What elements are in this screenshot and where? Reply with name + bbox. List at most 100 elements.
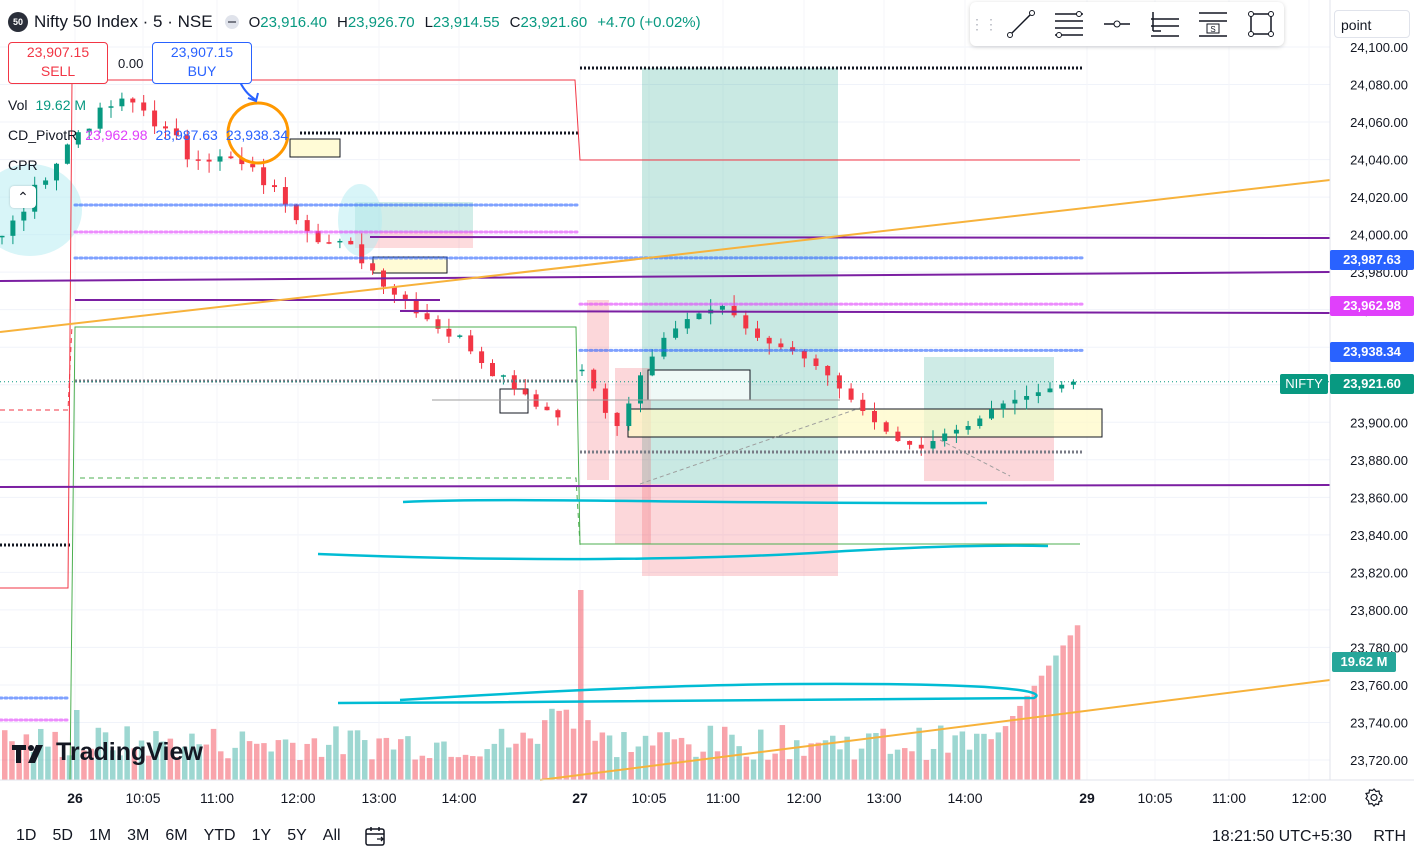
calendar-icon[interactable] — [363, 824, 387, 848]
timeframe-3m[interactable]: 3M — [127, 827, 150, 844]
day1-candle — [0, 235, 5, 238]
volume-bar — [621, 732, 627, 780]
short-position-zone — [615, 368, 651, 544]
session-toggle[interactable]: RTH — [1373, 828, 1406, 845]
volume-bar — [419, 755, 426, 780]
volume-bar — [16, 747, 22, 780]
y-tick-label: 23,740.00 — [1350, 715, 1408, 730]
day1-candle — [97, 107, 103, 129]
volume-bar — [995, 732, 1002, 780]
x-tick-label: 12:00 — [1291, 790, 1326, 806]
volume-bar — [434, 742, 440, 780]
volume-bar — [534, 743, 541, 780]
long-position-loss-zone-2 — [924, 437, 1054, 481]
volume-price-label: 19.62 M — [1332, 652, 1396, 672]
buy-button[interactable]: 23,907.15 BUY — [152, 42, 252, 84]
volume-bar — [786, 759, 793, 780]
x-tick-label: 10:05 — [631, 790, 666, 806]
day2-candle — [743, 315, 749, 329]
horizontal-ray-icon[interactable] — [1100, 7, 1134, 41]
volume-bar — [794, 740, 800, 780]
volume-bar — [909, 751, 915, 780]
pivot-value-r: 23,987.63 — [155, 127, 218, 143]
day1-candle — [239, 158, 245, 165]
timeframe-1y[interactable]: 1Y — [251, 827, 272, 844]
volume-bar — [664, 732, 670, 780]
day1-candle — [64, 144, 70, 164]
cyan-brush-line-1 — [402, 498, 988, 505]
volume-bar — [722, 726, 728, 780]
volume-bar — [599, 732, 606, 780]
volume-bar — [232, 747, 238, 780]
volume-bar — [678, 737, 685, 780]
timeframe-6m[interactable]: 6M — [165, 827, 188, 844]
fib-retracement-icon[interactable] — [1052, 7, 1086, 41]
volume-bar — [95, 727, 102, 780]
trend-line-icon[interactable] — [1004, 7, 1038, 41]
gear-icon[interactable] — [1364, 787, 1384, 807]
volume-bar — [30, 751, 37, 780]
day1-candle — [217, 156, 223, 162]
volume-bar — [844, 736, 850, 780]
timeframe-1m[interactable]: 1M — [88, 827, 112, 844]
volume-bar — [383, 737, 390, 780]
x-tick-label: 14:00 — [947, 790, 982, 806]
day2-candle — [801, 350, 807, 359]
open-label: O — [248, 13, 261, 31]
day1-candle — [21, 211, 27, 221]
resistance-step-line — [0, 79, 1080, 589]
position-diagonal-2 — [939, 439, 1011, 477]
volume-indicator[interactable]: Vol 19.62 M — [8, 97, 86, 113]
volume-bar — [894, 749, 901, 780]
market-status-icon[interactable] — [224, 15, 239, 29]
volume-bar — [966, 749, 973, 780]
drag-handle-icon[interactable]: ⋮⋮ — [970, 15, 998, 32]
symbol-title[interactable]: Nifty 50 Index · 5 · NSE — [34, 12, 213, 31]
volume-bar — [74, 710, 80, 780]
cpr-indicator[interactable]: CPR — [8, 157, 38, 173]
bottom-toolbar: 1D 5D 1M 3M 6M YTD 1Y 5Y All 18:21:50 UT… — [0, 818, 1414, 854]
day1-candle — [206, 159, 212, 162]
y-tick-label: 24,040.00 — [1350, 153, 1408, 168]
timeframe-5d[interactable]: 5D — [52, 827, 73, 844]
day2-candle — [883, 422, 889, 432]
volume-bar — [239, 731, 246, 780]
sell-button[interactable]: 23,907.15 SELL — [8, 42, 108, 84]
volume-bar — [758, 729, 764, 780]
x-tick-label: 11:00 — [1212, 790, 1246, 806]
volume-bar — [167, 738, 174, 780]
day1-candle — [326, 242, 332, 244]
tradingview-logo[interactable]: TradingView — [10, 738, 203, 767]
volume-bar — [203, 744, 210, 780]
long-position-icon[interactable] — [1148, 7, 1182, 41]
day1-candle — [141, 102, 147, 111]
volume-bar — [326, 744, 332, 780]
clock[interactable]: 18:21:50 UTC+5:30 — [1211, 828, 1352, 845]
day2-candle — [1059, 384, 1065, 389]
cursor-mode-select[interactable]: point — [1334, 10, 1410, 38]
timeframe-5y[interactable]: 5Y — [287, 827, 307, 844]
y-tick-label: 23,900.00 — [1350, 415, 1408, 430]
y-tick-label: 23,880.00 — [1350, 453, 1408, 468]
logo-text: TradingView — [56, 738, 203, 766]
day1-candle — [391, 286, 397, 295]
day2-candle — [755, 328, 760, 338]
pivot-indicator[interactable]: CD_PivotR 23,962.98 23,987.63 23,938.34 — [8, 127, 288, 143]
day2-candle — [965, 426, 971, 430]
day2-candle — [1070, 381, 1076, 385]
day1-candle — [359, 244, 365, 264]
collapse-legend-button[interactable]: ⌃ — [10, 186, 36, 208]
timeframe-ytd[interactable]: YTD — [203, 827, 236, 844]
timeframe-all[interactable]: All — [322, 827, 341, 844]
day1-candle — [315, 231, 321, 243]
day1-candle — [228, 156, 234, 159]
volume-bar — [23, 734, 30, 780]
symbol-badge[interactable]: 50 — [8, 12, 28, 32]
short-position-icon[interactable]: S — [1196, 7, 1230, 41]
day2-candle — [825, 365, 831, 376]
timeframe-1d[interactable]: 1D — [16, 827, 37, 844]
rectangle-icon[interactable] — [1244, 7, 1278, 41]
day2-candle — [1035, 392, 1041, 396]
sell-label: SELL — [40, 63, 76, 79]
